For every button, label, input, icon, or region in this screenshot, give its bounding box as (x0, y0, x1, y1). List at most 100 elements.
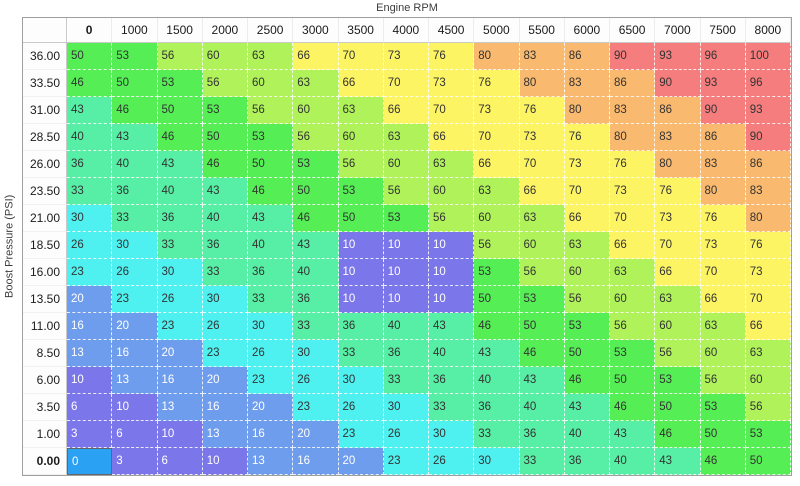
table-cell[interactable]: 96 (700, 43, 746, 70)
table-cell[interactable]: 30 (112, 232, 158, 259)
table-cell[interactable]: 23 (338, 421, 384, 448)
table-cell[interactable]: 10 (383, 232, 429, 259)
table-cell[interactable]: 36 (293, 286, 339, 313)
table-cell[interactable]: 10 (383, 286, 429, 313)
table-cell[interactable]: 33 (519, 448, 565, 475)
table-cell[interactable]: 56 (700, 367, 746, 394)
table-cell[interactable]: 56 (338, 151, 384, 178)
table-cell[interactable]: 40 (202, 205, 248, 232)
table-cell[interactable]: 56 (655, 340, 701, 367)
table-cell[interactable]: 66 (700, 286, 746, 313)
table-cell[interactable]: 40 (293, 259, 339, 286)
table-cell[interactable]: 10 (338, 286, 384, 313)
table-cell[interactable]: 43 (67, 97, 113, 124)
table-cell[interactable]: 40 (383, 313, 429, 340)
table-cell[interactable]: 3 (112, 448, 158, 475)
table-cell[interactable]: 70 (383, 70, 429, 97)
table-cell[interactable]: 43 (429, 313, 475, 340)
table-cell[interactable]: 63 (564, 232, 610, 259)
table-cell[interactable]: 70 (745, 286, 791, 313)
table-cell[interactable]: 43 (248, 205, 294, 232)
table-cell[interactable]: 63 (338, 97, 384, 124)
table-cell[interactable]: 70 (338, 43, 384, 70)
table-cell[interactable]: 13 (202, 421, 248, 448)
table-cell[interactable]: 53 (383, 205, 429, 232)
table-cell[interactable]: 16 (248, 421, 294, 448)
table-cell[interactable]: 53 (655, 367, 701, 394)
table-cell[interactable]: 16 (67, 313, 113, 340)
table-cell[interactable]: 46 (202, 151, 248, 178)
table-cell[interactable]: 40 (610, 448, 656, 475)
table-cell[interactable]: 60 (383, 151, 429, 178)
table-cell[interactable]: 10 (429, 232, 475, 259)
table-cell[interactable]: 60 (564, 259, 610, 286)
table-cell[interactable]: 33 (429, 394, 475, 421)
table-cell[interactable]: 16 (293, 448, 339, 475)
table-cell[interactable]: 66 (745, 313, 791, 340)
table-cell[interactable]: 90 (745, 124, 791, 151)
table-cell[interactable]: 36 (429, 367, 475, 394)
table-cell[interactable]: 66 (293, 43, 339, 70)
table-cell[interactable]: 16 (112, 340, 158, 367)
table-cell[interactable]: 73 (429, 70, 475, 97)
table-cell[interactable]: 33 (293, 313, 339, 340)
table-cell[interactable]: 73 (474, 97, 520, 124)
table-cell[interactable]: 63 (700, 313, 746, 340)
table-cell[interactable]: 63 (655, 286, 701, 313)
table-cell[interactable]: 56 (519, 259, 565, 286)
table-cell[interactable]: 80 (564, 97, 610, 124)
table-cell[interactable]: 56 (293, 124, 339, 151)
table-cell[interactable]: 36 (67, 151, 113, 178)
table-cell[interactable]: 50 (745, 448, 791, 475)
table-cell[interactable]: 20 (67, 286, 113, 313)
table-cell[interactable]: 73 (383, 43, 429, 70)
table-cell[interactable]: 93 (655, 43, 701, 70)
table-cell[interactable]: 80 (519, 70, 565, 97)
table-cell[interactable]: 36 (157, 205, 203, 232)
table-cell[interactable]: 40 (157, 178, 203, 205)
table-cell[interactable]: 23 (112, 286, 158, 313)
table-cell[interactable]: 60 (429, 178, 475, 205)
table-cell[interactable]: 20 (293, 421, 339, 448)
table-cell[interactable]: 6 (112, 421, 158, 448)
table-cell[interactable]: 10 (383, 259, 429, 286)
table-cell[interactable]: 50 (610, 367, 656, 394)
table-cell[interactable]: 70 (564, 178, 610, 205)
table-cell[interactable]: 26 (112, 259, 158, 286)
table-cell[interactable]: 46 (564, 367, 610, 394)
table-cell[interactable]: 83 (700, 151, 746, 178)
table-cell[interactable]: 50 (67, 43, 113, 70)
table-cell[interactable]: 70 (474, 124, 520, 151)
table-cell[interactable]: 46 (112, 97, 158, 124)
table-cell[interactable]: 36 (338, 313, 384, 340)
table-cell[interactable]: 33 (383, 367, 429, 394)
table-cell[interactable]: 33 (248, 286, 294, 313)
table-cell[interactable]: 13 (157, 394, 203, 421)
table-cell[interactable]: 96 (745, 70, 791, 97)
table-cell[interactable]: 53 (610, 340, 656, 367)
table-cell[interactable]: 10 (338, 259, 384, 286)
table-cell[interactable]: 30 (248, 313, 294, 340)
table-cell[interactable]: 60 (202, 43, 248, 70)
table-cell[interactable]: 10 (338, 232, 384, 259)
table-cell[interactable]: 26 (338, 394, 384, 421)
table-cell[interactable]: 50 (293, 178, 339, 205)
table-cell[interactable]: 63 (248, 43, 294, 70)
table-cell[interactable]: 50 (248, 151, 294, 178)
table-cell[interactable]: 73 (610, 178, 656, 205)
table-cell[interactable]: 16 (202, 394, 248, 421)
table-cell[interactable]: 53 (700, 394, 746, 421)
table-cell[interactable]: 43 (564, 394, 610, 421)
table-cell[interactable]: 50 (474, 286, 520, 313)
table-cell[interactable]: 86 (745, 151, 791, 178)
table-cell[interactable]: 40 (248, 232, 294, 259)
table-cell[interactable]: 43 (293, 232, 339, 259)
table-cell[interactable]: 80 (474, 43, 520, 70)
table-cell[interactable]: 26 (67, 232, 113, 259)
table-cell[interactable]: 50 (112, 70, 158, 97)
table-cell[interactable]: 3 (67, 421, 113, 448)
table-cell[interactable]: 63 (429, 151, 475, 178)
table-cell[interactable]: 36 (564, 448, 610, 475)
table-cell[interactable]: 50 (157, 97, 203, 124)
table-cell[interactable]: 80 (610, 124, 656, 151)
